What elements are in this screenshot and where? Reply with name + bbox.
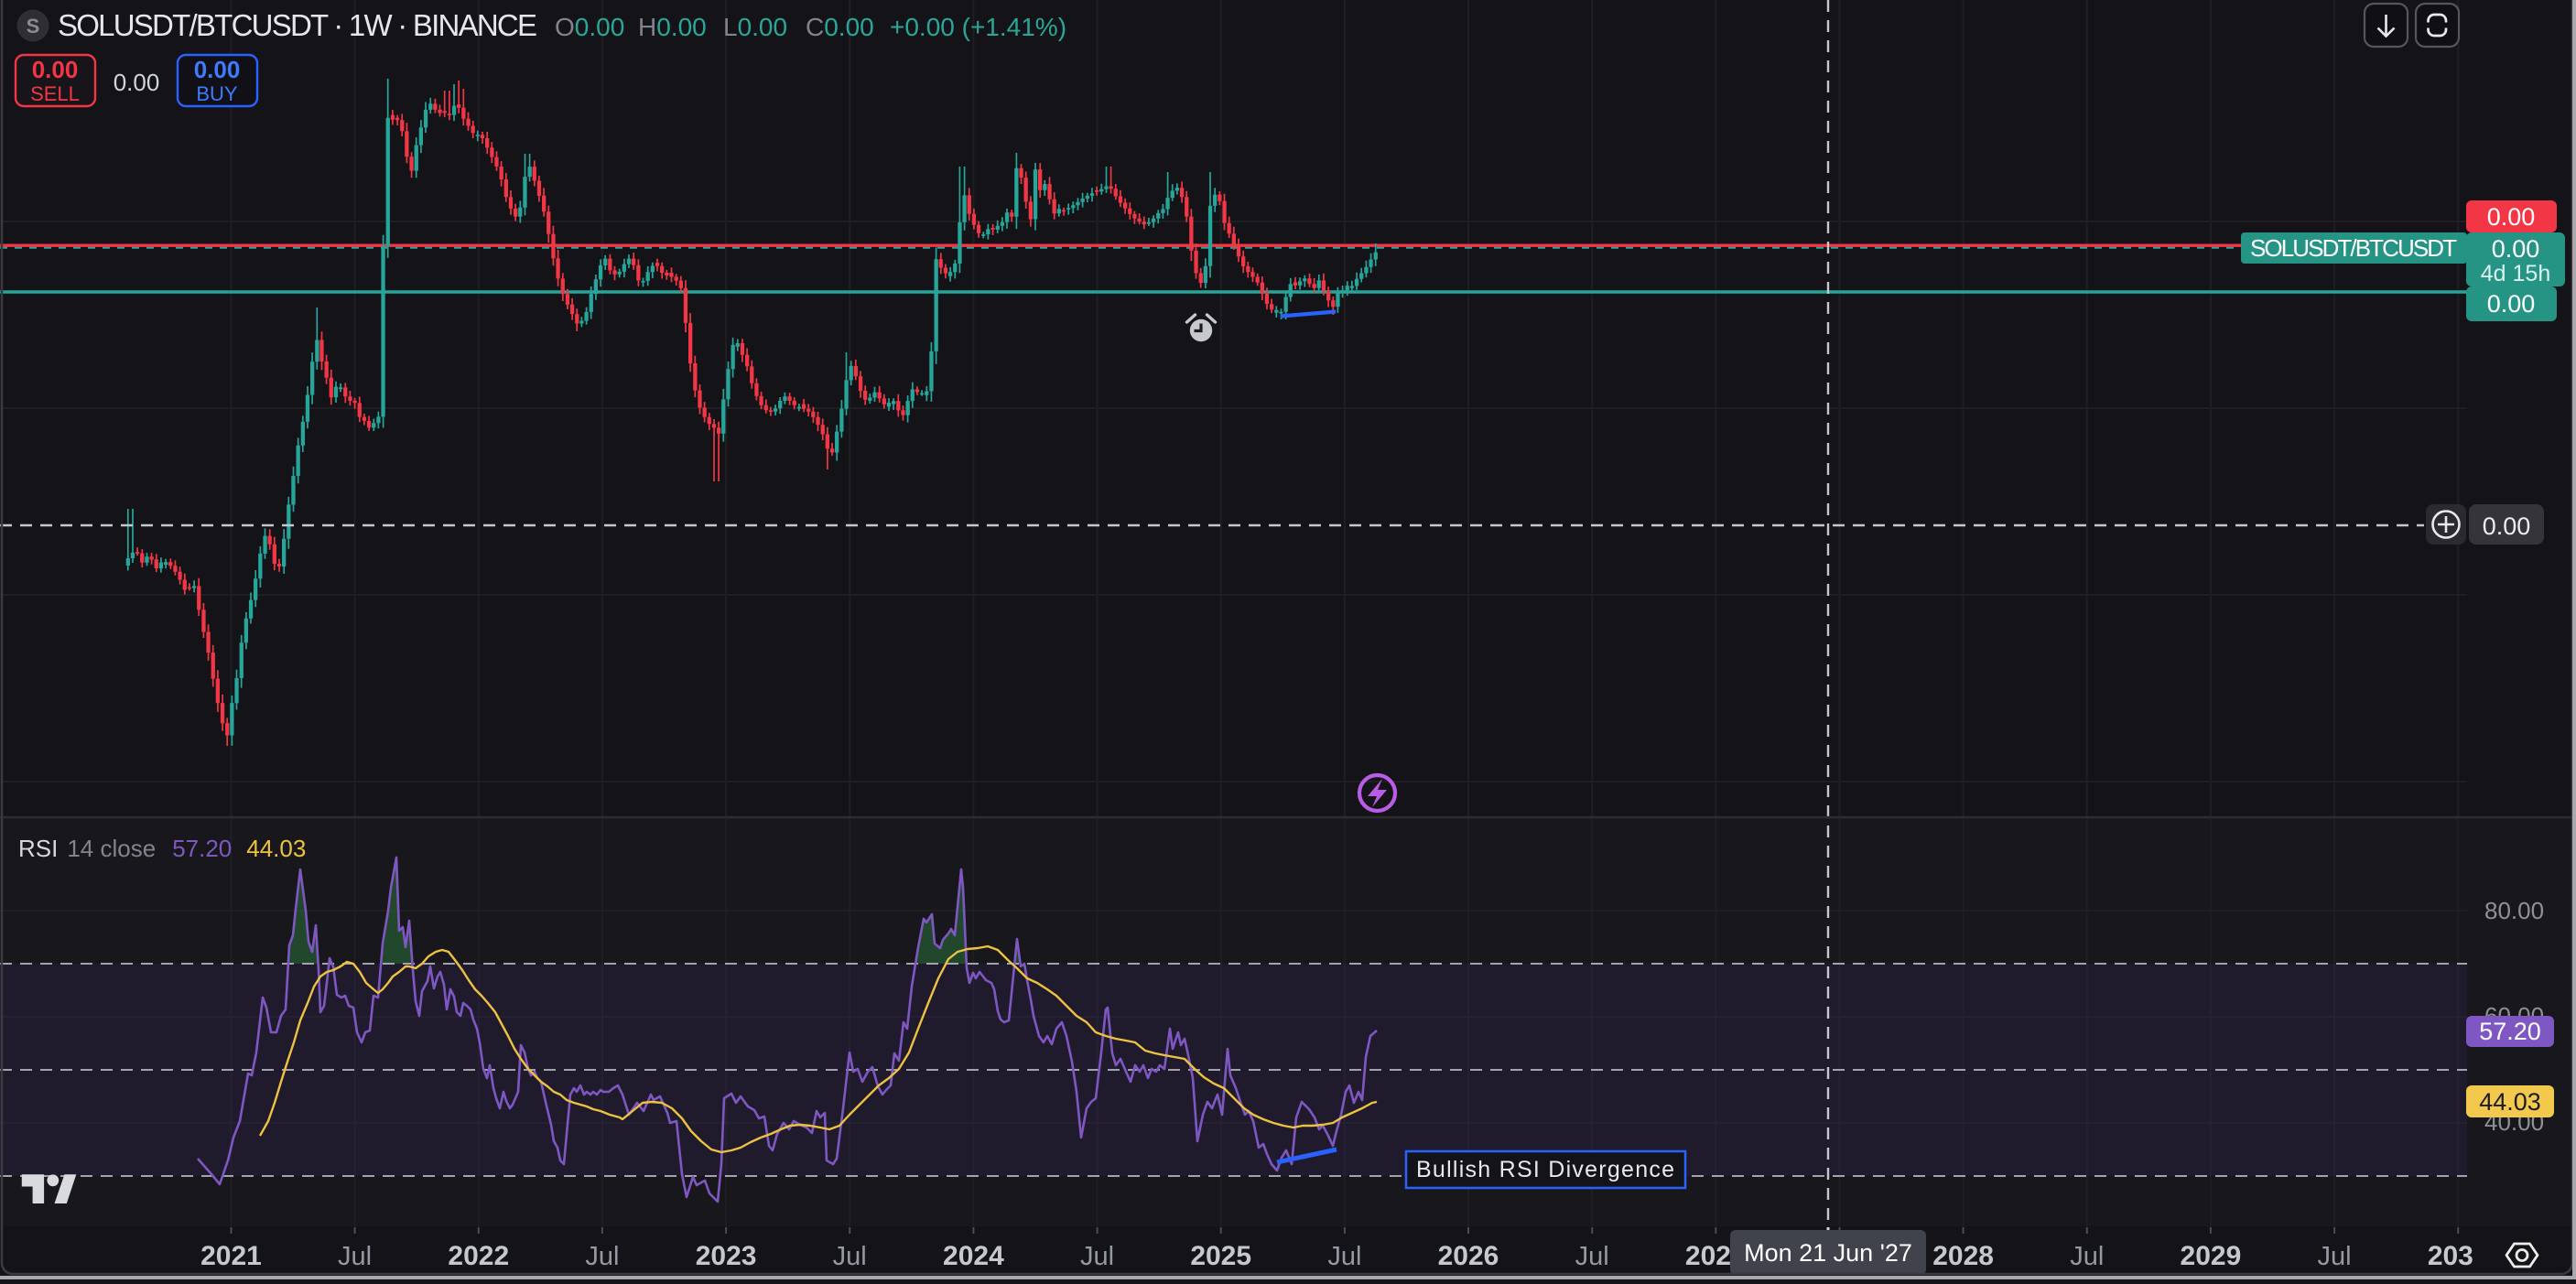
svg-text:2022: 2022 xyxy=(448,1241,509,1271)
svg-text:Jul: Jul xyxy=(1080,1242,1114,1271)
svg-text:Jul: Jul xyxy=(833,1242,867,1271)
svg-text:2023: 2023 xyxy=(696,1241,757,1271)
svg-text:Jul: Jul xyxy=(2070,1242,2104,1271)
svg-text:SOLUSDT/BTCUSDT · 1W · BINANCE: SOLUSDT/BTCUSDT · 1W · BINANCE xyxy=(58,8,537,42)
svg-text:Jul: Jul xyxy=(1327,1242,1361,1271)
svg-text:Jul: Jul xyxy=(2318,1242,2352,1271)
svg-text:Jul: Jul xyxy=(338,1242,372,1271)
svg-text:57.20: 57.20 xyxy=(2479,1018,2541,1045)
svg-text:Bullish RSI Divergence: Bullish RSI Divergence xyxy=(1416,1157,1674,1182)
svg-text:Jul: Jul xyxy=(585,1242,619,1271)
svg-text:80.00: 80.00 xyxy=(2484,897,2544,924)
svg-text:0.00: 0.00 xyxy=(2492,235,2540,263)
svg-text:Jul: Jul xyxy=(1575,1242,1609,1271)
svg-text:0.00: 0.00 xyxy=(114,69,160,96)
svg-text:SELL: SELL xyxy=(30,82,80,105)
svg-text:2030: 2030 xyxy=(2428,1241,2489,1271)
svg-text:SOLUSDT/BTCUSDT: SOLUSDT/BTCUSDT xyxy=(2250,234,2457,262)
svg-text:L0.00: L0.00 xyxy=(723,13,787,41)
svg-text:BUY: BUY xyxy=(196,82,238,105)
svg-text:O0.00: O0.00 xyxy=(555,13,624,41)
svg-text:0.00: 0.00 xyxy=(194,56,241,83)
svg-text:44.03: 44.03 xyxy=(2479,1088,2541,1116)
svg-text:2021: 2021 xyxy=(200,1241,262,1271)
svg-text:S: S xyxy=(27,15,40,38)
svg-text:0.00: 0.00 xyxy=(2487,290,2536,318)
svg-text:+0.00 (+1.41%): +0.00 (+1.41%) xyxy=(890,13,1066,41)
svg-text:Mon 21 Jun '27: Mon 21 Jun '27 xyxy=(1744,1239,1912,1267)
svg-text:C0.00: C0.00 xyxy=(806,13,874,41)
svg-text:2029: 2029 xyxy=(2181,1241,2242,1271)
svg-text:0.00: 0.00 xyxy=(32,56,79,83)
svg-text:2028: 2028 xyxy=(1932,1241,1994,1271)
svg-text:2025: 2025 xyxy=(1190,1241,1251,1271)
svg-text:0.00: 0.00 xyxy=(2483,513,2531,540)
svg-text:2024: 2024 xyxy=(943,1241,1004,1271)
svg-text:2026: 2026 xyxy=(1438,1241,1499,1271)
svg-text:4d 15h: 4d 15h xyxy=(2481,261,2550,286)
svg-text:0.00: 0.00 xyxy=(2487,203,2536,231)
svg-text:H0.00: H0.00 xyxy=(638,13,707,41)
